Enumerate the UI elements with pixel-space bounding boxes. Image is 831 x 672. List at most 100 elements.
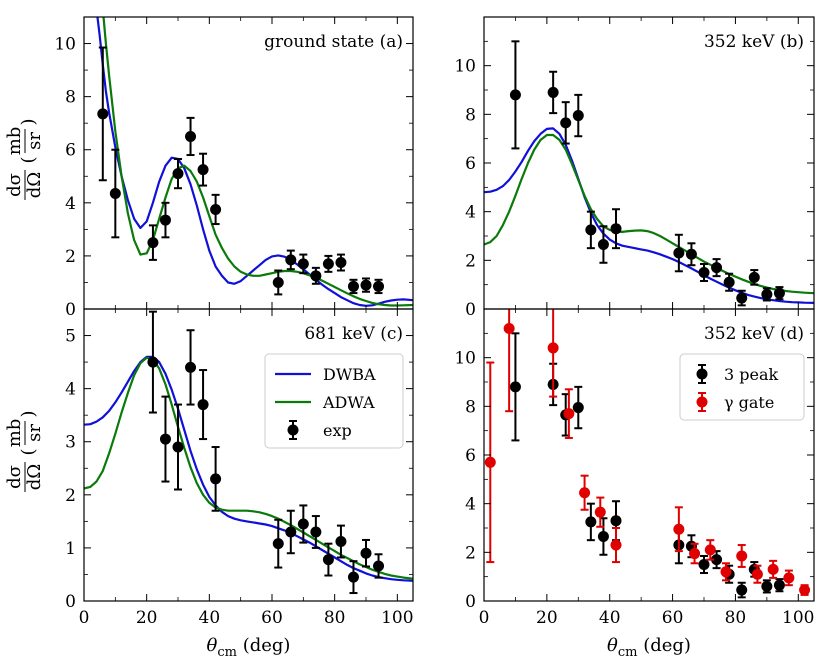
plot-area bbox=[84, 310, 413, 595]
x-axis-unit: (deg) bbox=[637, 635, 690, 656]
data-point bbox=[698, 262, 710, 283]
marker bbox=[610, 223, 622, 235]
marker bbox=[673, 523, 685, 535]
data-point bbox=[159, 201, 171, 239]
marker bbox=[597, 531, 609, 543]
marker bbox=[773, 579, 785, 591]
data-point bbox=[322, 542, 334, 577]
marker bbox=[711, 262, 723, 274]
data-point bbox=[503, 309, 515, 413]
data-point bbox=[594, 496, 606, 528]
marker bbox=[322, 258, 334, 270]
y-tick-label: 10 bbox=[454, 349, 476, 369]
x-axis-sub: cm bbox=[618, 645, 638, 660]
legend-box bbox=[264, 353, 404, 449]
x-tick-label: 40 bbox=[599, 608, 621, 628]
marker bbox=[285, 526, 297, 538]
data-point bbox=[610, 500, 622, 542]
data-point bbox=[347, 560, 359, 595]
y-title-unit-num: mb bbox=[4, 127, 25, 156]
marker bbox=[503, 322, 515, 334]
y-tick-label: 8 bbox=[465, 105, 476, 125]
legend-label: 3 peak bbox=[724, 365, 779, 384]
data-point bbox=[685, 242, 697, 267]
legend-label: exp bbox=[323, 421, 352, 440]
y-tick-label: 0 bbox=[465, 592, 476, 612]
legend-marker bbox=[287, 424, 299, 436]
marker bbox=[197, 164, 209, 176]
data-point bbox=[761, 579, 773, 594]
legend-marker bbox=[696, 396, 708, 408]
marker bbox=[297, 258, 309, 270]
y-tick-label: 0 bbox=[65, 592, 76, 612]
series-line-adwa bbox=[84, 356, 413, 580]
panel-title: 352 keV (b) bbox=[704, 32, 804, 52]
data-point bbox=[197, 152, 209, 187]
data-point bbox=[172, 158, 184, 190]
marker bbox=[210, 203, 222, 215]
data-point bbox=[720, 562, 732, 582]
marker bbox=[272, 276, 284, 288]
marker bbox=[547, 342, 559, 354]
marker bbox=[773, 287, 785, 299]
marker bbox=[761, 288, 773, 300]
marker bbox=[335, 257, 347, 269]
data-point bbox=[197, 369, 209, 441]
marker bbox=[322, 554, 334, 566]
y-tick-label: 4 bbox=[465, 203, 476, 223]
data-point bbox=[751, 564, 763, 584]
x-axis-unit: (deg) bbox=[237, 635, 290, 656]
marker bbox=[799, 584, 811, 596]
marker bbox=[579, 487, 591, 499]
data-point bbox=[484, 361, 496, 564]
x-tick-label: 40 bbox=[199, 608, 221, 628]
data-point bbox=[698, 554, 710, 575]
marker bbox=[347, 280, 359, 292]
marker bbox=[197, 399, 209, 411]
data-point bbox=[610, 208, 622, 250]
data-point bbox=[572, 385, 584, 430]
marker bbox=[572, 110, 584, 122]
marker bbox=[109, 188, 121, 200]
data-point bbox=[704, 539, 716, 561]
data-point bbox=[585, 210, 597, 250]
data-point bbox=[547, 70, 559, 115]
legend: DWBA ADWA exp bbox=[264, 353, 404, 449]
x-tick-label: 0 bbox=[79, 608, 90, 628]
data-point bbox=[335, 253, 347, 272]
data-point bbox=[767, 559, 779, 579]
y-tick-label: 5 bbox=[65, 327, 76, 347]
data-point bbox=[373, 553, 385, 579]
marker bbox=[310, 526, 322, 538]
y-tick-label: 8 bbox=[65, 88, 76, 108]
y-tick-label: 2 bbox=[465, 543, 476, 563]
data-point bbox=[585, 502, 597, 542]
data-point bbox=[783, 569, 795, 587]
marker bbox=[704, 544, 716, 556]
axes-frame bbox=[83, 16, 414, 310]
data-point bbox=[799, 584, 811, 596]
marker bbox=[572, 402, 584, 414]
y-tick-label: 6 bbox=[465, 446, 476, 466]
y-tick-label: 2 bbox=[465, 251, 476, 271]
marker bbox=[597, 239, 609, 251]
data-point bbox=[147, 224, 159, 261]
legend: 3 peak γ gate bbox=[679, 353, 805, 421]
y-title-unit-den: sr bbox=[24, 132, 45, 150]
data-point bbox=[572, 93, 584, 138]
axes-frame bbox=[483, 16, 815, 310]
legend-marker bbox=[696, 368, 708, 380]
data-point bbox=[509, 40, 521, 150]
marker bbox=[509, 381, 521, 393]
marker bbox=[594, 506, 606, 518]
data-point bbox=[109, 148, 121, 239]
marker bbox=[560, 117, 572, 129]
marker bbox=[210, 473, 222, 485]
marker bbox=[698, 559, 710, 570]
data-point bbox=[509, 332, 521, 442]
plot-area bbox=[484, 309, 811, 599]
panel-a: 0 2 4 6 8 10 ground state (a) dσ dΩ (mb sr) bbox=[4, 16, 414, 320]
y-tick-label: 4 bbox=[65, 194, 76, 214]
y-title-unit-num: mb bbox=[4, 419, 25, 448]
data-point bbox=[579, 474, 591, 511]
